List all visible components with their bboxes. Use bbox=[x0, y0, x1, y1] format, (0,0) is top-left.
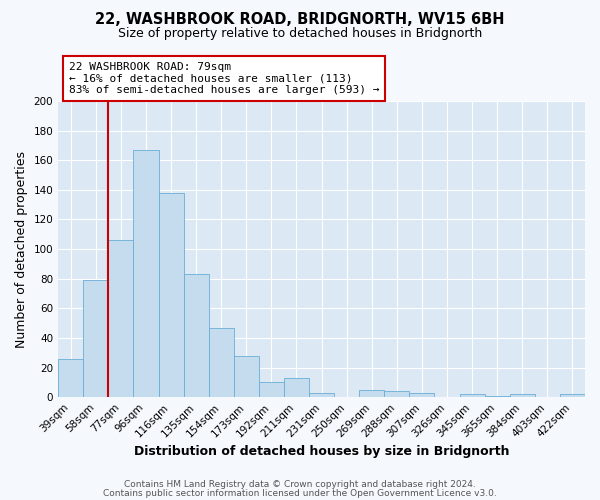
Bar bbox=[234, 356, 259, 397]
Text: Contains HM Land Registry data © Crown copyright and database right 2024.: Contains HM Land Registry data © Crown c… bbox=[124, 480, 476, 489]
X-axis label: Distribution of detached houses by size in Bridgnorth: Distribution of detached houses by size … bbox=[134, 444, 509, 458]
Y-axis label: Number of detached properties: Number of detached properties bbox=[15, 150, 28, 348]
Bar bbox=[284, 378, 309, 397]
Bar bbox=[309, 393, 334, 397]
Bar bbox=[510, 394, 535, 397]
Bar bbox=[460, 394, 485, 397]
Bar bbox=[560, 394, 585, 397]
Bar bbox=[184, 274, 209, 397]
Text: Size of property relative to detached houses in Bridgnorth: Size of property relative to detached ho… bbox=[118, 28, 482, 40]
Text: 22 WASHBROOK ROAD: 79sqm
← 16% of detached houses are smaller (113)
83% of semi-: 22 WASHBROOK ROAD: 79sqm ← 16% of detach… bbox=[69, 62, 379, 95]
Bar bbox=[409, 393, 434, 397]
Bar bbox=[58, 358, 83, 397]
Bar bbox=[83, 280, 109, 397]
Bar bbox=[133, 150, 158, 397]
Bar bbox=[359, 390, 385, 397]
Text: 22, WASHBROOK ROAD, BRIDGNORTH, WV15 6BH: 22, WASHBROOK ROAD, BRIDGNORTH, WV15 6BH bbox=[95, 12, 505, 28]
Bar bbox=[385, 392, 409, 397]
Bar bbox=[209, 328, 234, 397]
Bar bbox=[259, 382, 284, 397]
Bar bbox=[158, 193, 184, 397]
Text: Contains public sector information licensed under the Open Government Licence v3: Contains public sector information licen… bbox=[103, 488, 497, 498]
Bar bbox=[485, 396, 510, 397]
Bar bbox=[109, 240, 133, 397]
